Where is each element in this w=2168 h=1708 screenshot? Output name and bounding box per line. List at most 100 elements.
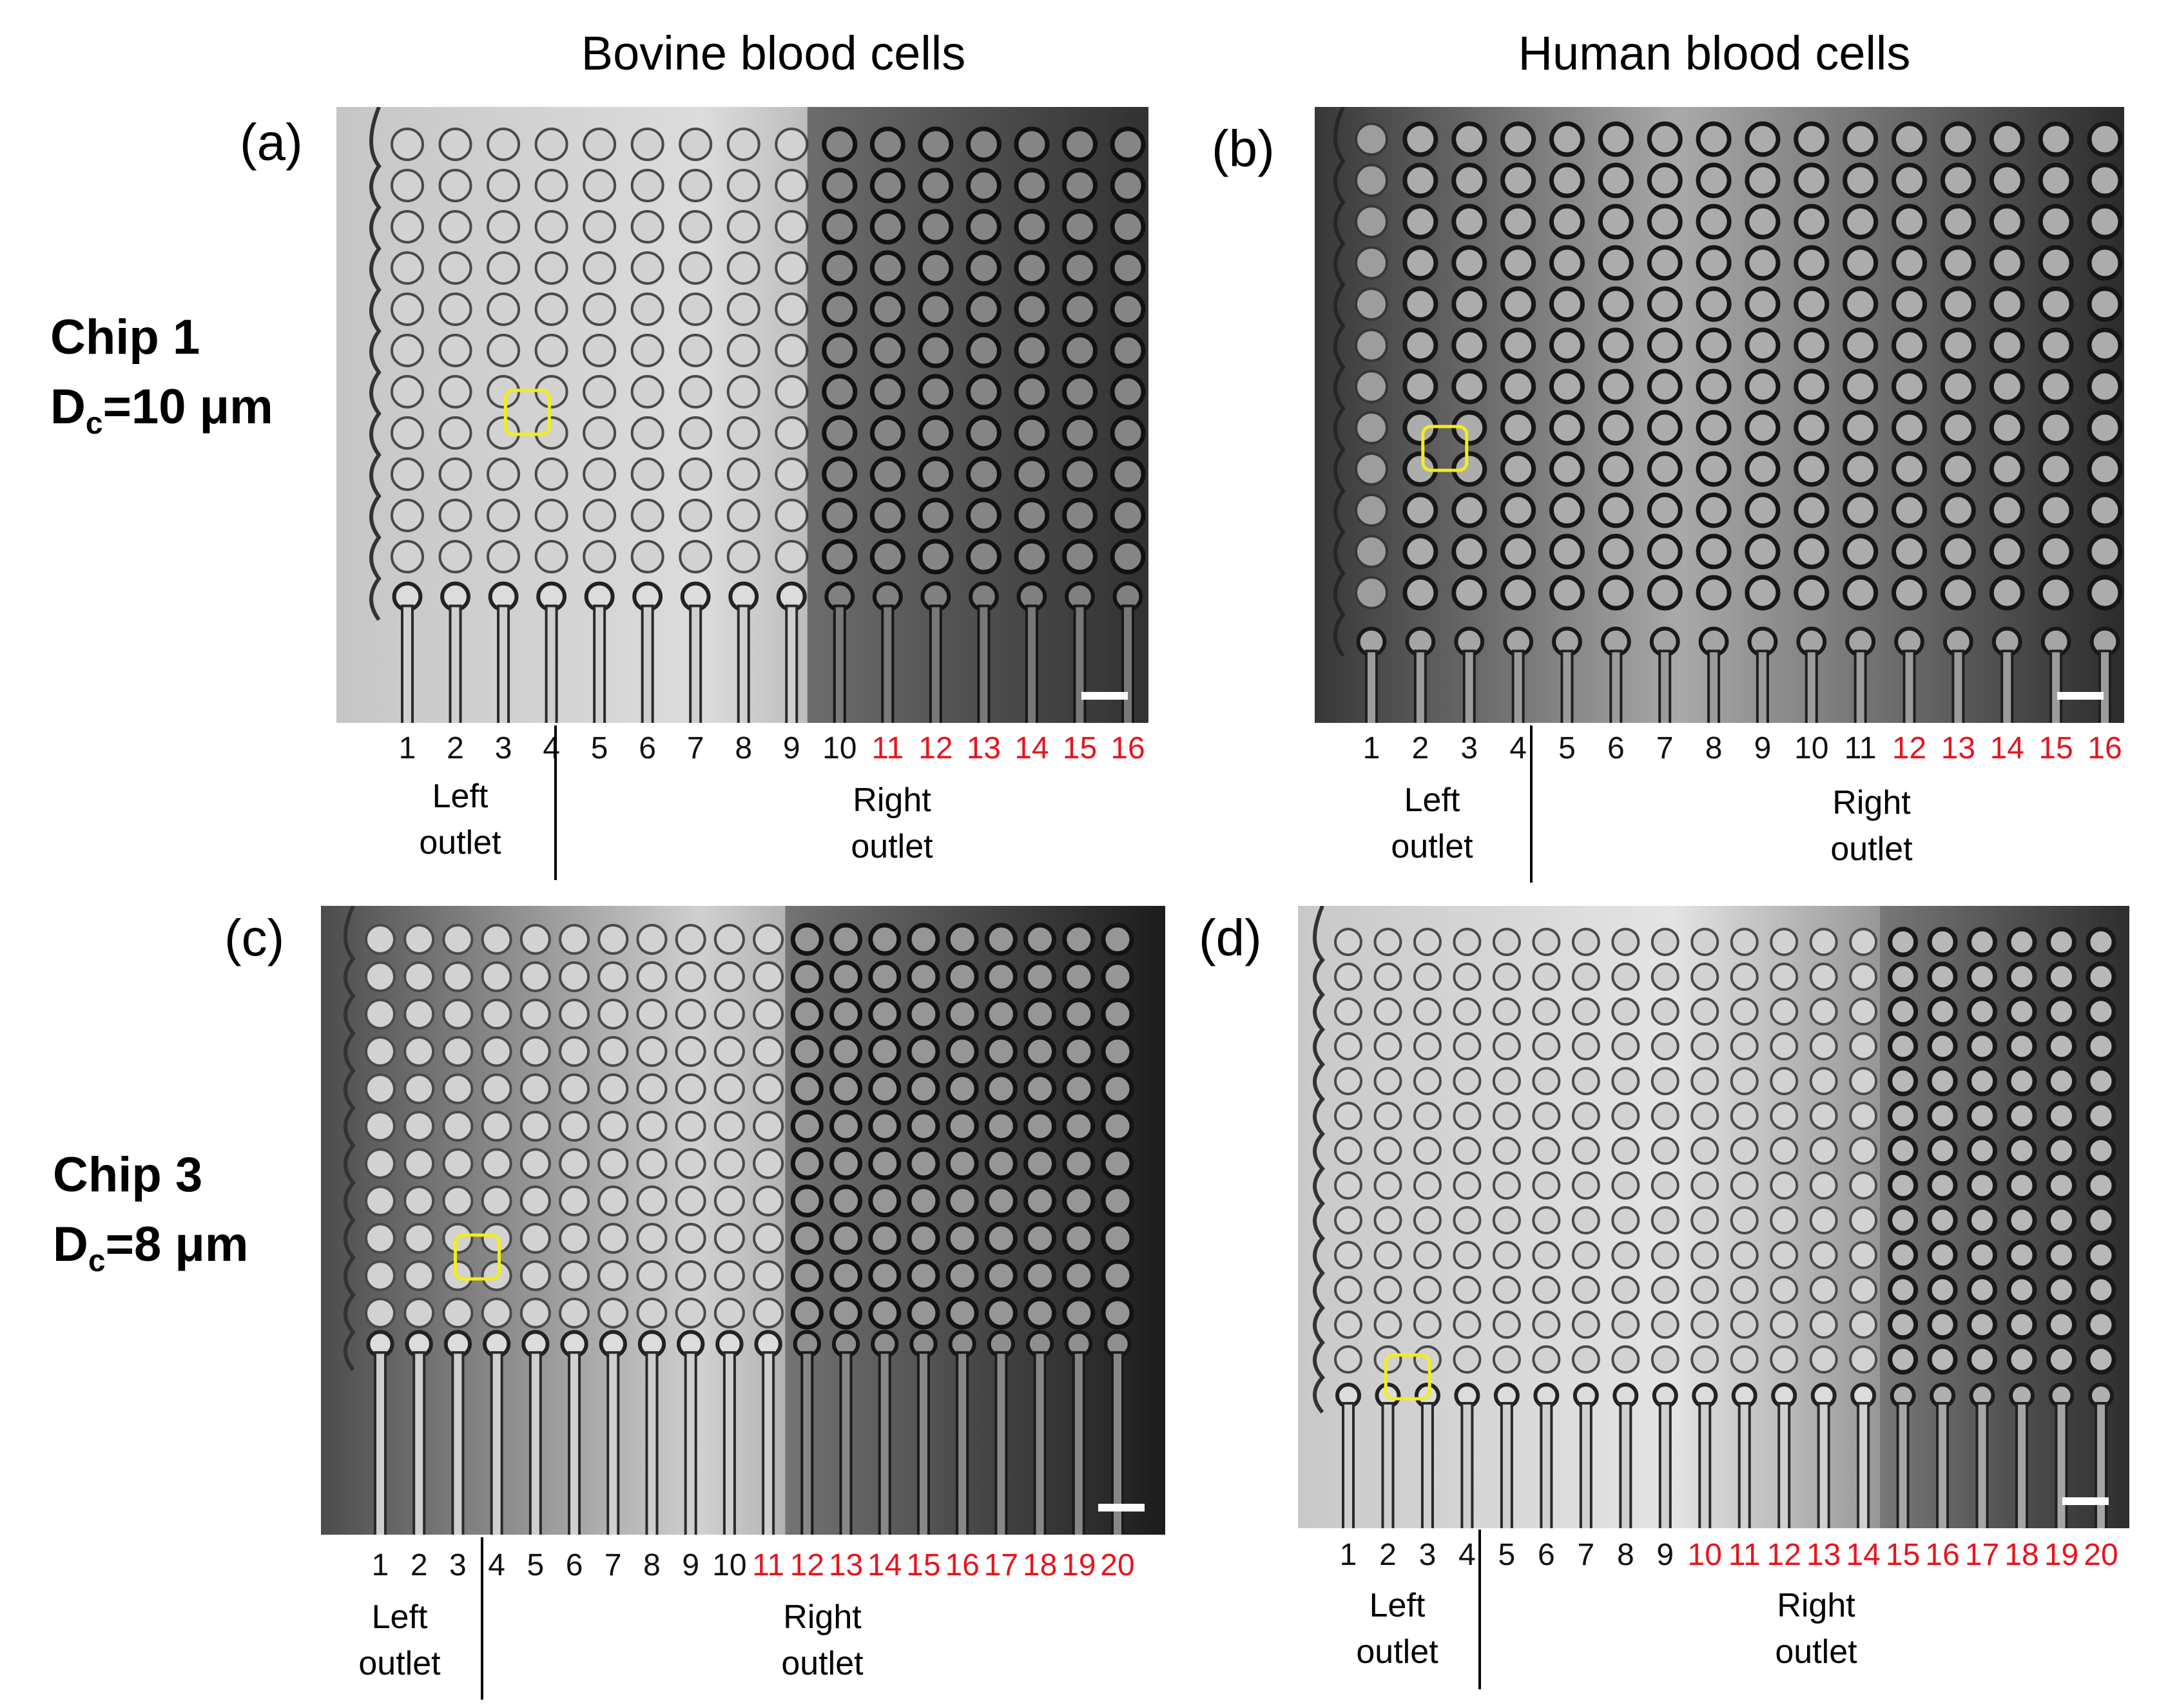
pillar	[442, 1298, 474, 1329]
outlet-number: 13	[828, 1548, 864, 1582]
pillar	[1650, 1345, 1679, 1374]
pillar	[1492, 1137, 1521, 1165]
pillar	[2087, 286, 2123, 322]
pillar	[1598, 369, 1634, 405]
pillar	[1809, 1137, 1838, 1165]
pillar	[1492, 1276, 1521, 1304]
pillar	[2086, 1240, 2116, 1271]
pillar	[1650, 1241, 1679, 1269]
pillar	[868, 1259, 902, 1292]
pillar	[1745, 121, 1781, 157]
pillar	[822, 209, 858, 245]
scale-bar	[2057, 692, 2104, 700]
pillar	[726, 540, 760, 573]
pillar	[1794, 245, 1830, 281]
pillar	[1023, 1147, 1057, 1180]
outlet-divider-b	[1530, 725, 1533, 883]
pillar	[1413, 1171, 1442, 1200]
pillar	[2046, 996, 2077, 1027]
pillar	[1647, 121, 1683, 157]
pillar	[1611, 1137, 1640, 1165]
pillar	[869, 415, 905, 451]
outlet-channel	[1381, 1402, 1395, 1528]
pillar	[1940, 286, 1976, 322]
pillar	[519, 961, 551, 992]
pillar	[559, 961, 590, 992]
pillar	[1745, 410, 1781, 446]
pillar	[630, 128, 664, 161]
pillar	[822, 497, 858, 533]
pillar	[1413, 1137, 1442, 1165]
pillar	[1532, 1206, 1561, 1234]
outlet-number: 6	[1538, 1538, 1555, 1572]
pillar	[583, 375, 617, 408]
outlet-channel	[545, 604, 558, 723]
pillar	[1967, 1135, 1998, 1166]
pillar	[1402, 286, 1438, 322]
outlet-number: 13	[966, 731, 1002, 765]
pillar	[1730, 1102, 1759, 1130]
pillar	[1334, 1171, 1362, 1200]
pillar	[675, 1298, 706, 1329]
pillar	[583, 210, 617, 244]
cell-stream-shading	[785, 906, 1165, 1535]
pillar	[1453, 997, 1482, 1026]
pillar	[1062, 1222, 1096, 1255]
pillar	[1794, 369, 1830, 405]
micrograph-d	[1298, 906, 2129, 1528]
pillar	[481, 961, 512, 992]
pillar	[1730, 963, 1759, 991]
pillar	[583, 499, 617, 532]
pillar	[1696, 533, 1732, 570]
pillar	[869, 332, 905, 369]
pillar	[1110, 497, 1146, 533]
pillar	[1500, 204, 1536, 240]
pillar	[365, 1073, 396, 1104]
pillar	[1598, 245, 1634, 281]
pillar	[675, 1223, 706, 1254]
pillar	[2006, 961, 2037, 992]
pillar	[907, 1147, 940, 1180]
outlet-number: 8	[1616, 1538, 1634, 1572]
pillar	[1373, 1206, 1402, 1234]
pillar	[630, 293, 664, 326]
pillar	[1110, 539, 1146, 575]
outlet-number: 14	[1846, 1538, 1881, 1572]
outlet-number: 16	[945, 1548, 980, 1582]
pillar	[1730, 1276, 1759, 1304]
pillar	[481, 1036, 512, 1067]
outlet-channel	[1033, 1351, 1047, 1535]
pillar	[2086, 961, 2116, 992]
pillar	[918, 209, 954, 245]
pillar	[1849, 1345, 1878, 1374]
pillar	[1967, 1170, 1998, 1201]
pillar	[945, 1259, 979, 1292]
pillar	[1745, 575, 1781, 611]
pillar	[636, 1036, 668, 1067]
pillar	[1334, 963, 1362, 991]
pillar	[391, 251, 424, 285]
column-title-bovine: Bovine blood cells	[581, 26, 966, 80]
pillar	[675, 1073, 706, 1104]
pillar	[403, 999, 435, 1030]
outlet-channel	[1737, 1402, 1751, 1528]
pillar	[1892, 327, 1928, 363]
pillar	[1650, 997, 1679, 1026]
pillar	[790, 1296, 824, 1330]
pillar	[636, 1111, 668, 1142]
pillar	[1989, 369, 2025, 405]
pillar	[559, 999, 590, 1030]
pillar	[790, 1259, 824, 1292]
pillar	[2038, 204, 2074, 240]
pillar	[868, 1222, 902, 1255]
pillar	[2006, 1309, 2037, 1340]
pillar	[868, 1072, 902, 1106]
channel-wall	[1313, 906, 1326, 1414]
pillar	[1690, 1241, 1719, 1269]
pillar	[1770, 1276, 1799, 1304]
pillar	[1940, 492, 1976, 528]
pillar	[2046, 1135, 2077, 1166]
pillar	[1690, 1137, 1719, 1165]
pillar	[1809, 1345, 1838, 1374]
pillar	[822, 415, 858, 451]
